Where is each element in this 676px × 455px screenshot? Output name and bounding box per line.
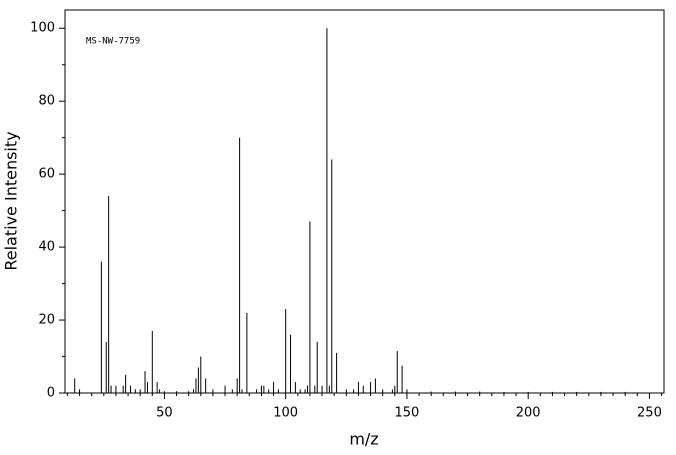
y-axis-title: Relative Intensity xyxy=(2,131,21,270)
x-tick-label: 150 xyxy=(395,406,420,421)
y-tick-label: 100 xyxy=(30,21,55,36)
annotation: MS-NW-7759 xyxy=(86,37,140,47)
x-tick-label: 250 xyxy=(637,406,662,421)
y-tick-label: 20 xyxy=(38,313,55,328)
y-tick-label: 40 xyxy=(38,240,55,255)
y-tick-label: 60 xyxy=(38,167,55,182)
x-tick-label: 100 xyxy=(273,406,298,421)
x-tick-label: 50 xyxy=(156,406,173,421)
x-axis-title: m/z xyxy=(349,430,378,449)
y-tick-label: 80 xyxy=(38,94,55,109)
x-tick-label: 200 xyxy=(516,406,541,421)
y-tick-label: 0 xyxy=(47,386,55,401)
plot-frame xyxy=(64,9,665,394)
